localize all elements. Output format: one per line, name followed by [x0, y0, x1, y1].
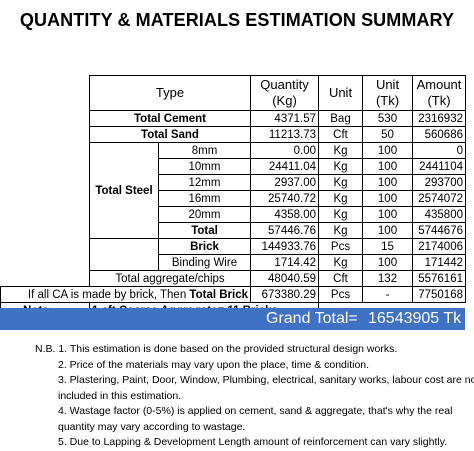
table-row: If all CA is made by brick, Then Total B…: [0, 286, 466, 303]
table-row: 16mm 25740.72 Kg 100 2574072: [1, 190, 466, 207]
note-line: N.B. 1. This estimation is done based on…: [35, 342, 455, 358]
table-row: Total 57446.76 Kg 100 5744676: [1, 222, 466, 239]
qty-cell: 57446.76: [250, 222, 319, 239]
qty-cell: 4371.57: [250, 110, 319, 127]
rate-cell: 15: [362, 238, 413, 255]
steel-group-label: Total Steel: [89, 142, 159, 239]
amount-cell: 560686: [412, 126, 466, 143]
table-row: Total Steel 8mm 0.00 Kg 100 0: [1, 142, 466, 239]
unit-cell: Pcs: [318, 238, 363, 255]
estimation-table: Type Quantity (Kg) Unit Unit (Tk) Amount…: [0, 75, 466, 319]
row-label: 8mm: [158, 142, 251, 159]
unit-cell: Pcs: [318, 286, 363, 303]
amount-cell: 5744676: [412, 222, 466, 239]
qty-cell: 0.00: [250, 142, 319, 159]
notes-section: N.B. 1. This estimation is done based on…: [35, 342, 474, 451]
header-unit: Unit: [318, 75, 363, 111]
amount-cell: 2174006: [412, 238, 466, 255]
unit-cell: Kg: [318, 142, 363, 159]
header-quantity: Quantity (Kg): [250, 75, 319, 111]
row-label: 12mm: [158, 174, 251, 191]
table-row: Total Cement 4371.57 Bag 530 2316932: [1, 110, 466, 127]
grand-total-value: 16543905 Tk: [368, 310, 462, 327]
row-label: Binding Wire: [158, 254, 251, 271]
rate-cell: 132: [362, 270, 413, 287]
table-row: 10mm 24411.04 Kg 100 2441104: [1, 158, 466, 175]
amount-cell: 2316932: [412, 110, 466, 127]
rate-cell: 100: [362, 254, 413, 271]
amount-cell: 171442: [412, 254, 466, 271]
unit-cell: Kg: [318, 206, 363, 223]
rate-cell: 50: [362, 126, 413, 143]
row-label: Brick: [158, 238, 251, 255]
amount-cell: 7750168: [412, 286, 466, 303]
unit-cell: Cft: [318, 126, 363, 143]
unit-cell: Kg: [318, 254, 363, 271]
rate-cell: 100: [362, 222, 413, 239]
rate-cell: -: [362, 286, 413, 303]
note-line: 2. Price of the materials may vary upon …: [58, 358, 370, 371]
rate-cell: 530: [362, 110, 413, 127]
ca-brick-label-bold: Total Brick: [189, 288, 248, 301]
table-row: Total Sand 11213.73 Cft 50 560686: [1, 126, 466, 143]
table-row: Brick 144933.76 Pcs 15 2174006: [1, 238, 466, 255]
qty-cell: 144933.76: [250, 238, 319, 255]
amount-cell: 2574072: [412, 190, 466, 207]
note-line: included in this estimation.: [58, 389, 182, 402]
page-title: QUANTITY & MATERIALS ESTIMATION SUMMARY: [19, 10, 455, 30]
table-row: 20mm 4358.00 Kg 100 435800: [1, 206, 466, 223]
row-label: Total: [158, 222, 251, 239]
unit-cell: Kg: [318, 158, 363, 175]
amount-cell: 0: [412, 142, 466, 159]
ca-brick-label: If all CA is made by brick, Then: [27, 288, 190, 301]
unit-cell: Kg: [318, 190, 363, 207]
unit-cell: Bag: [318, 110, 363, 127]
row-label: 10mm: [158, 158, 251, 175]
unit-cell: Kg: [318, 174, 363, 191]
header-type: Type: [89, 75, 251, 111]
rate-cell: 100: [362, 190, 413, 207]
unit-cell: Kg: [318, 222, 363, 239]
grand-total-bar: Grand Total= 16543905 Tk: [0, 308, 465, 330]
row-label: 20mm: [158, 206, 251, 223]
row-label: Total aggregate/chips: [89, 270, 251, 287]
note-line: 3. Plastering, Paint, Door, Window, Plum…: [58, 374, 474, 386]
qty-cell: 1714.42: [250, 254, 319, 271]
notes-prefix: N.B.: [35, 343, 59, 355]
amount-cell: 435800: [412, 206, 466, 223]
qty-cell: 11213.73: [250, 126, 319, 143]
qty-cell: 4358.00: [250, 206, 319, 223]
note-line: 4. Wastage factor (0-5%) is applied on c…: [58, 405, 453, 417]
grand-total-label: Grand Total=: [266, 310, 358, 327]
table-row: Binding Wire 1714.42 Kg 100 171442: [1, 254, 466, 271]
unit-cell: Cft: [318, 270, 363, 287]
qty-cell: 673380.29: [250, 286, 319, 303]
row-label: Total Cement: [89, 110, 251, 127]
row-label: If all CA is made by brick, Then Total B…: [0, 286, 251, 303]
header-amount: Amount (Tk): [412, 75, 466, 111]
table-row: 12mm 2937.00 Kg 100 293700: [1, 174, 466, 191]
note-text: 1. This estimation is done based on the …: [58, 343, 398, 355]
rate-cell: 100: [362, 206, 413, 223]
amount-cell: 2441104: [412, 158, 466, 175]
qty-cell: 25740.72: [250, 190, 319, 207]
note-line: 5. Due to Lapping & Development Length a…: [58, 436, 448, 448]
header-rate: Unit (Tk): [362, 75, 413, 111]
qty-cell: 2937.00: [250, 174, 319, 191]
note-line: quantity may vary according to wastage.: [58, 420, 246, 433]
rate-cell: 100: [362, 158, 413, 175]
qty-cell: 24411.04: [250, 158, 319, 175]
table-header-row: Type Quantity (Kg) Unit Unit (Tk) Amount…: [1, 75, 466, 111]
rate-cell: 100: [362, 174, 413, 191]
amount-cell: 5576161: [412, 270, 466, 287]
qty-cell: 48040.59: [250, 270, 319, 287]
amount-cell: 293700: [412, 174, 466, 191]
table-row: Total aggregate/chips 48040.59 Cft 132 5…: [1, 270, 466, 287]
row-label: 16mm: [158, 190, 251, 207]
row-label: Total Sand: [89, 126, 251, 143]
rate-cell: 100: [362, 142, 413, 159]
